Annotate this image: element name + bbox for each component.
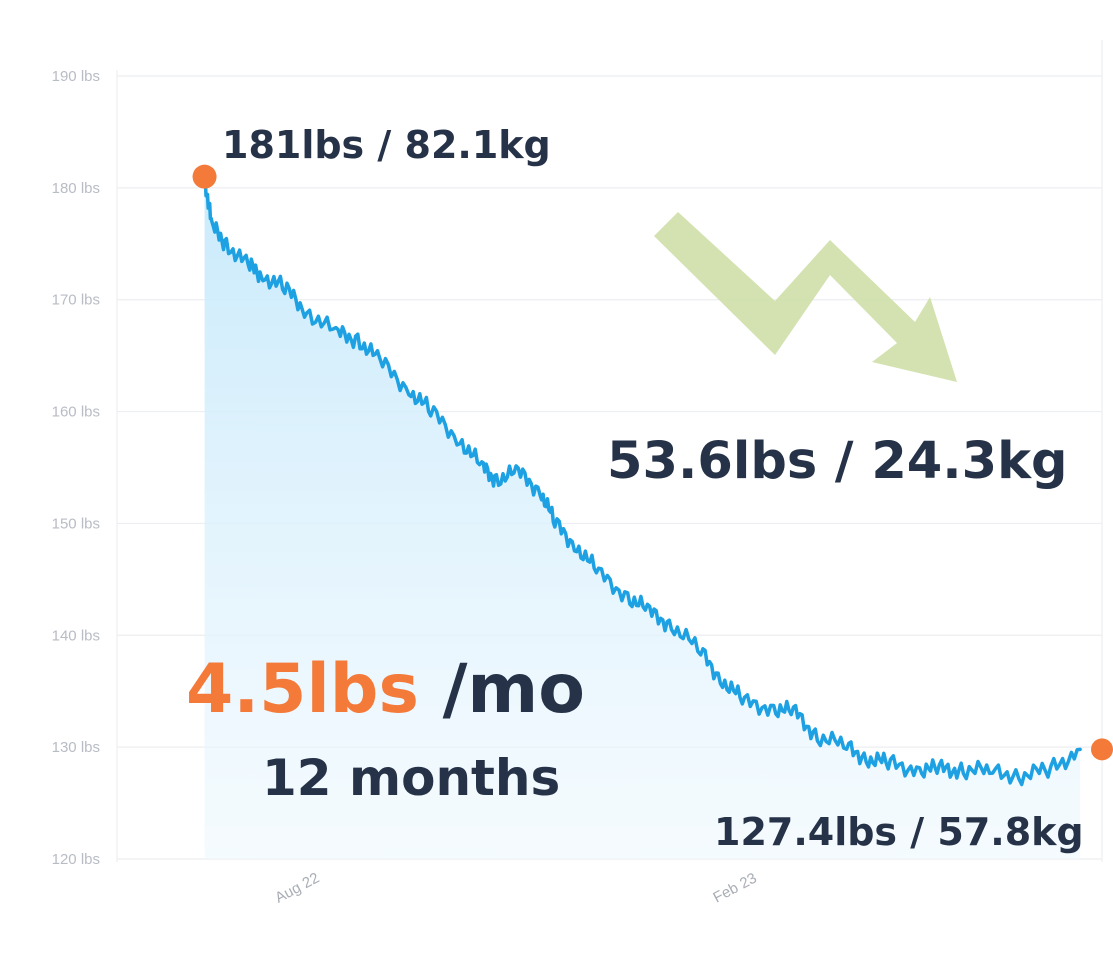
end-weight-marker [1091,738,1113,761]
rate-value: 4.5lbs [186,650,419,729]
y-tick-label: 120 lbs [52,851,100,868]
y-axis: 120 lbs 130 lbs 140 lbs 150 lbs 160 lbs 170 l… [52,68,100,868]
y-tick-label: 150 lbs [52,515,100,532]
rate-unit: /mo [419,650,585,729]
x-axis: Aug 22 Feb 23 [272,869,759,906]
duration-label: 12 months [262,749,560,807]
weight-change-label: 53.6lbs / 24.3kg [607,432,1068,491]
end-weight-label: 127.4lbs / 57.8kg [714,810,1084,854]
y-tick-label: 160 lbs [52,404,100,421]
downward-trend-arrow-icon [654,212,957,382]
start-weight-label: 181lbs / 82.1kg [222,123,551,167]
weight-area-fill [204,176,1081,859]
start-weight-marker [192,164,217,189]
y-tick-label: 190 lbs [52,68,100,85]
y-tick-label: 130 lbs [52,739,100,756]
weight-series-line [202,174,1082,787]
y-tick-label: 180 lbs [52,180,100,197]
y-tick-label: 140 lbs [52,627,100,644]
x-tick-label: Feb 23 [710,870,759,907]
x-tick-label: Aug 22 [272,869,322,906]
y-tick-label: 170 lbs [52,292,100,309]
rate-label: 4.5lbs /mo [186,650,585,729]
